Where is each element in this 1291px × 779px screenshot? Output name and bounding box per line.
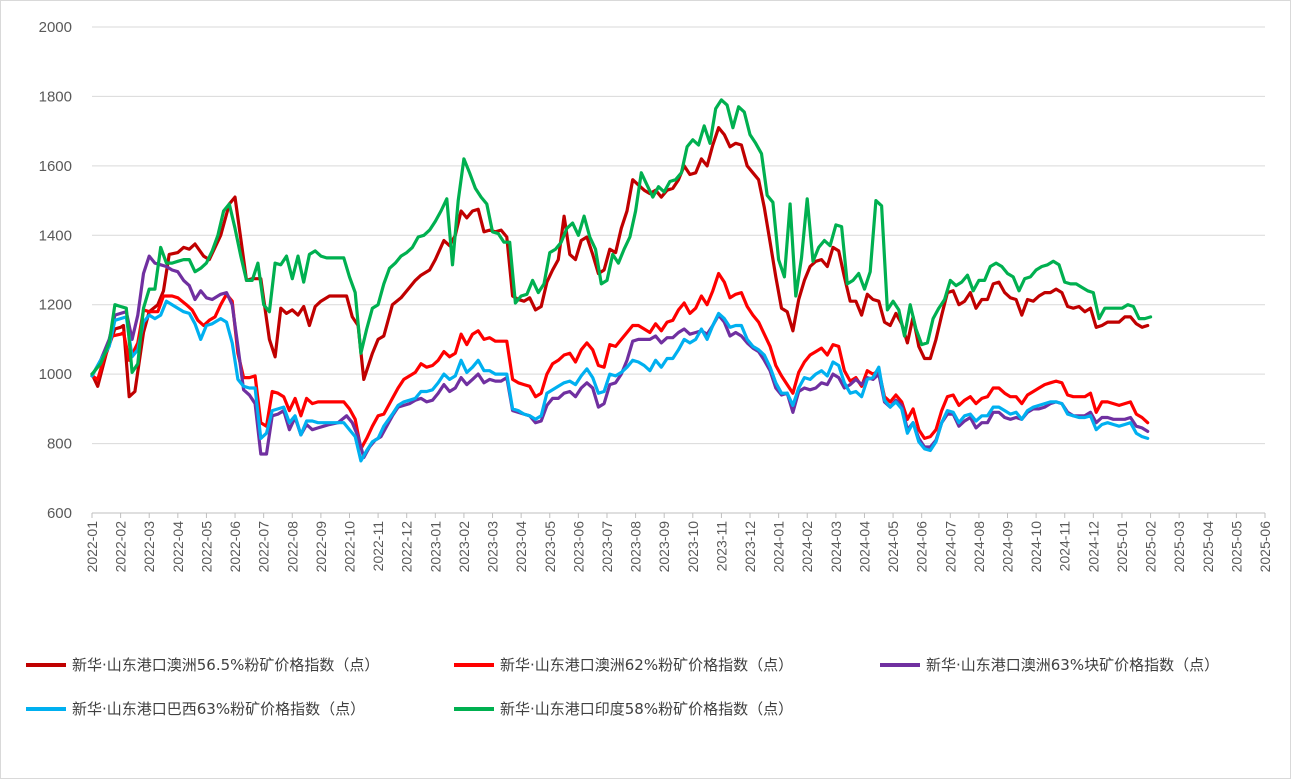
x-tick-label: 2023-09	[656, 521, 672, 573]
series-line-5	[90, 98, 1153, 376]
x-tick-label: 2025-02	[1143, 521, 1159, 573]
x-tick-label: 2023-11	[713, 521, 729, 572]
x-tick-label: 2022-11	[370, 521, 386, 572]
x-tick-label: 2022-12	[399, 521, 415, 573]
legend-swatch-series-3	[880, 662, 920, 667]
x-tick-label: 2022-09	[313, 521, 329, 573]
x-tick-label: 2023-03	[485, 521, 501, 573]
legend-swatch-series-5	[454, 706, 494, 711]
x-tick-label: 2023-07	[599, 521, 615, 573]
x-tick-label: 2022-03	[141, 521, 157, 573]
legend-swatch-series-4	[26, 706, 66, 711]
x-tick-label: 2022-10	[341, 521, 357, 573]
x-tick-label: 2023-02	[456, 521, 472, 573]
x-tick-label: 2023-12	[742, 521, 758, 573]
x-tick-label: 2025-05	[1228, 521, 1244, 573]
x-tick-label: 2024-10	[1028, 521, 1044, 573]
x-tick-label: 2022-04	[170, 521, 186, 573]
legend-item-series-5: 新华·山东港口印度58%粉矿价格指数（点）	[454, 698, 793, 719]
y-tick-label: 2000	[39, 19, 72, 36]
series-lines	[90, 98, 1153, 463]
y-tick-label: 1200	[39, 297, 72, 314]
x-tick-label: 2024-08	[971, 521, 987, 573]
y-tick-label: 1600	[39, 158, 72, 175]
x-tick-label: 2022-08	[284, 521, 300, 573]
y-tick-label: 1400	[39, 227, 72, 244]
series-line-2	[90, 271, 1150, 451]
legend-swatch-series-2	[454, 662, 494, 667]
legend-label-series-3: 新华·山东港口澳洲63%块矿价格指数（点）	[926, 656, 1220, 674]
legend-label-series-2: 新华·山东港口澳洲62%粉矿价格指数（点）	[500, 656, 794, 674]
series-line-3	[90, 254, 1150, 460]
x-tick-label: 2024-03	[828, 521, 844, 573]
grid-lines	[92, 26, 1265, 445]
x-tick-label: 2024-02	[799, 521, 815, 573]
x-tick-label: 2025-01	[1114, 521, 1130, 573]
x-tick-label: 2022-06	[227, 521, 243, 573]
x-tick-label: 2024-01	[771, 521, 787, 573]
legend-item-series-1: 新华·山东港口澳洲56.5%粉矿价格指数（点）	[26, 654, 379, 675]
x-tick-label: 2024-04	[856, 521, 872, 573]
y-tick-label: 600	[47, 505, 72, 522]
legend: 新华·山东港口澳洲56.5%粉矿价格指数（点） 新华·山东港口澳洲62%粉矿价格…	[0, 640, 1291, 740]
x-tick-label: 2024-06	[914, 521, 930, 573]
y-tick-label: 800	[47, 436, 72, 453]
legend-item-series-3: 新华·山东港口澳洲63%块矿价格指数（点）	[880, 654, 1219, 675]
x-tick-label: 2022-07	[256, 521, 272, 573]
x-axis: 2022-01 2022-02 2022-03 2022-04 2022-05 2022-…	[84, 512, 1273, 573]
x-tick-label: 2023-04	[513, 521, 529, 573]
x-tick-label: 2023-08	[628, 521, 644, 573]
x-tick-label: 2022-05	[198, 521, 214, 573]
x-tick-label: 2025-04	[1200, 521, 1216, 573]
y-axis-ticks: 600 800 1000 1200 1400 1600 1800 2000	[39, 19, 72, 522]
x-tick-label: 2024-07	[942, 521, 958, 573]
x-tick-label: 2024-05	[885, 521, 901, 573]
x-tick-label: 2023-01	[427, 521, 443, 573]
legend-label-series-4: 新华·山东港口巴西63%粉矿价格指数（点）	[72, 700, 366, 718]
legend-swatch-series-1	[26, 662, 66, 667]
x-tick-label: 2024-12	[1085, 521, 1101, 573]
legend-label-series-1: 新华·山东港口澳洲56.5%粉矿价格指数（点）	[72, 656, 380, 674]
x-tick-label: 2024-11	[1057, 521, 1073, 572]
y-tick-label: 1000	[39, 366, 72, 383]
x-tick-label: 2022-02	[113, 521, 129, 573]
x-tick-label: 2023-10	[685, 521, 701, 573]
x-tick-label: 2023-05	[542, 521, 558, 573]
x-tick-label: 2025-03	[1171, 521, 1187, 573]
x-tick-label: 2022-01	[84, 521, 100, 573]
series-line-1	[90, 126, 1150, 399]
legend-label-series-5: 新华·山东港口印度58%粉矿价格指数（点）	[500, 700, 794, 718]
legend-item-series-2: 新华·山东港口澳洲62%粉矿价格指数（点）	[454, 654, 793, 675]
x-tick-label: 2024-09	[1000, 521, 1016, 573]
legend-item-series-4: 新华·山东港口巴西63%粉矿价格指数（点）	[26, 698, 365, 719]
series-line-4	[90, 299, 1150, 463]
x-tick-label: 2023-06	[570, 521, 586, 573]
x-tick-label: 2025-06	[1257, 521, 1273, 573]
y-tick-label: 1800	[39, 88, 72, 105]
